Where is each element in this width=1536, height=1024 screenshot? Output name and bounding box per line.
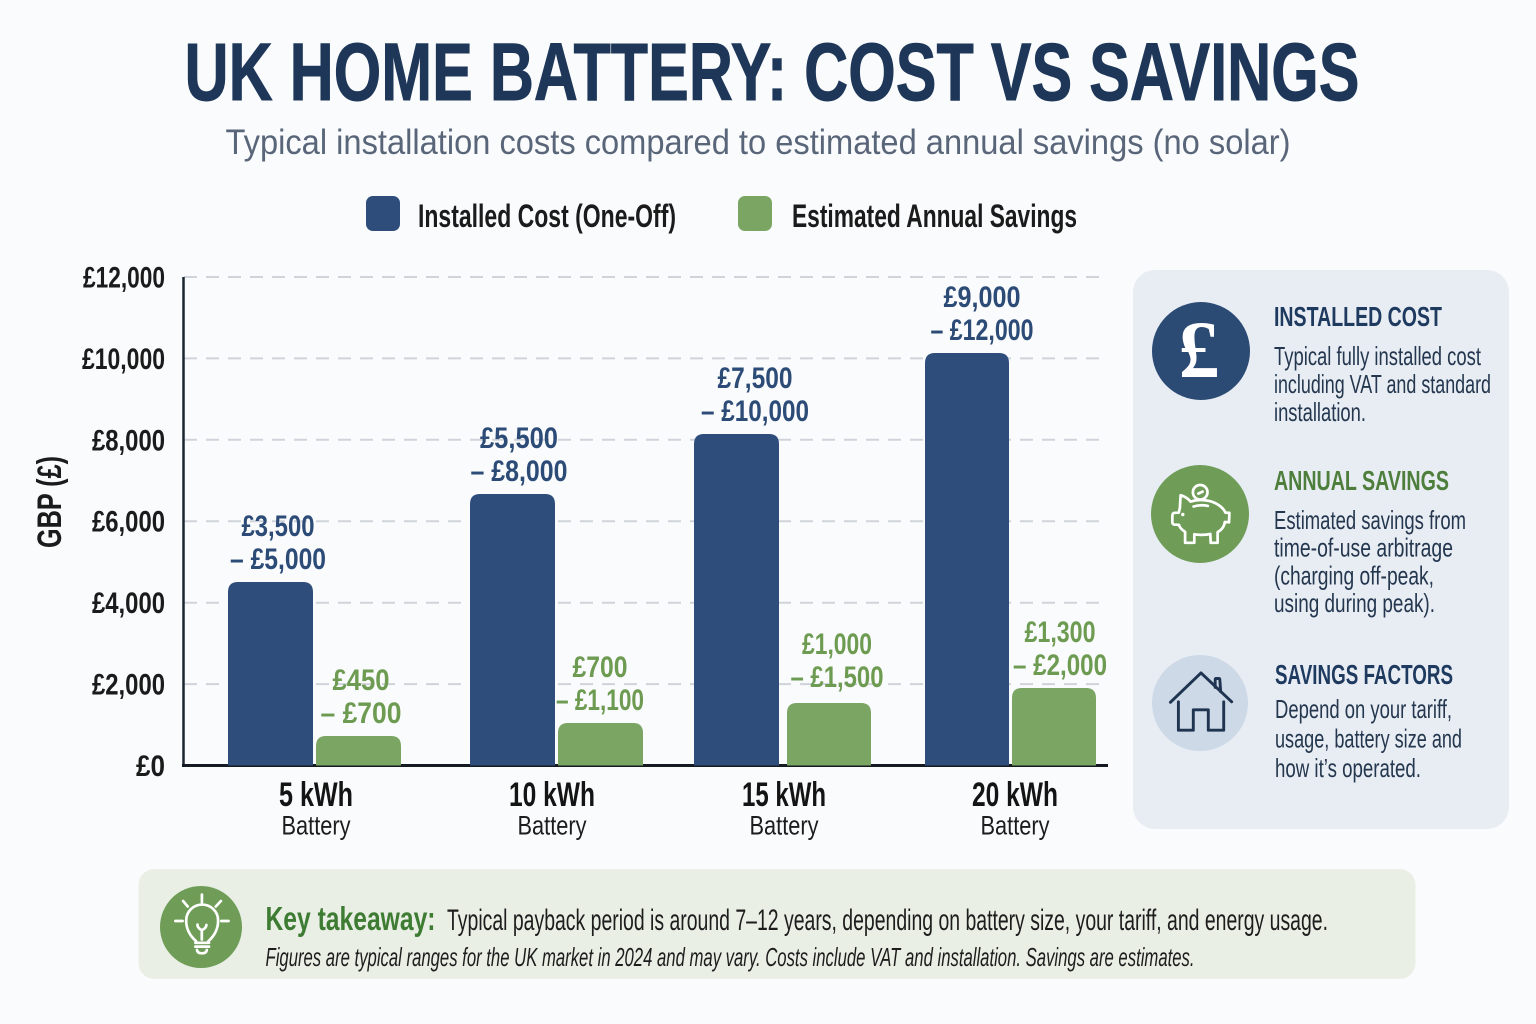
svg-text:– £12,000: – £12,000 bbox=[931, 314, 1034, 347]
svg-text:£7,500: £7,500 bbox=[718, 362, 793, 395]
svg-text:SAVINGS FACTORS: SAVINGS FACTORS bbox=[1275, 659, 1453, 690]
svg-text:Depend on your tariff,: Depend on your tariff, bbox=[1275, 694, 1452, 724]
svg-text:Typical installation costs com: Typical installation costs compared to e… bbox=[226, 122, 1291, 162]
svg-text:Estimated savings from: Estimated savings from bbox=[1274, 505, 1466, 535]
svg-text:Installed Cost (One-Off): Installed Cost (One-Off) bbox=[418, 198, 676, 234]
svg-text:using during peak).: using during peak). bbox=[1274, 588, 1435, 618]
svg-text:time-of-use arbitrage: time-of-use arbitrage bbox=[1274, 533, 1453, 563]
svg-text:Typical fully installed cost: Typical fully installed cost bbox=[1274, 341, 1482, 371]
svg-text:Key takeaway:: Key takeaway: bbox=[266, 900, 436, 937]
svg-text:£: £ bbox=[1179, 304, 1220, 395]
svg-text:£0: £0 bbox=[136, 750, 165, 783]
svg-text:INSTALLED COST: INSTALLED COST bbox=[1274, 301, 1442, 332]
svg-text:£6,000: £6,000 bbox=[92, 506, 165, 539]
svg-text:£10,000: £10,000 bbox=[82, 343, 165, 376]
svg-text:Battery: Battery bbox=[981, 811, 1050, 841]
svg-text:– £2,000: – £2,000 bbox=[1013, 649, 1107, 682]
svg-text:installation.: installation. bbox=[1274, 397, 1366, 427]
svg-text:– £1,500: – £1,500 bbox=[791, 661, 884, 694]
svg-text:5 kWh: 5 kWh bbox=[279, 776, 353, 814]
svg-text:£1,000: £1,000 bbox=[802, 628, 872, 661]
svg-text:including VAT and standard: including VAT and standard bbox=[1274, 369, 1491, 399]
svg-text:Battery: Battery bbox=[282, 811, 351, 841]
svg-text:Typical payback period is arou: Typical payback period is around 7–12 ye… bbox=[447, 904, 1328, 937]
svg-text:Battery: Battery bbox=[518, 811, 587, 841]
svg-text:how it’s operated.: how it’s operated. bbox=[1275, 753, 1421, 783]
svg-text:15 kWh: 15 kWh bbox=[742, 776, 826, 814]
svg-text:– £5,000: – £5,000 bbox=[230, 543, 326, 576]
svg-text:20 kWh: 20 kWh bbox=[972, 776, 1058, 814]
svg-text:– £1,100: – £1,100 bbox=[556, 684, 644, 717]
svg-text:ANNUAL SAVINGS: ANNUAL SAVINGS bbox=[1274, 465, 1449, 496]
svg-text:usage, battery size and: usage, battery size and bbox=[1275, 724, 1462, 754]
svg-text:UK HOME BATTERY: COST VS SAVIN: UK HOME BATTERY: COST VS SAVINGS bbox=[185, 27, 1360, 118]
svg-text:£3,500: £3,500 bbox=[242, 510, 315, 543]
svg-text:Figures are typical ranges for: Figures are typical ranges for the UK ma… bbox=[266, 942, 1195, 972]
svg-text:£12,000: £12,000 bbox=[83, 262, 165, 295]
svg-text:£700: £700 bbox=[573, 651, 628, 684]
svg-text:£8,000: £8,000 bbox=[92, 424, 165, 457]
svg-text:– £700: – £700 bbox=[321, 697, 402, 730]
svg-text:£4,000: £4,000 bbox=[92, 587, 165, 620]
svg-text:£5,500: £5,500 bbox=[480, 422, 558, 455]
svg-text:Battery: Battery bbox=[750, 811, 819, 841]
svg-text:(charging off-peak,: (charging off-peak, bbox=[1274, 560, 1434, 590]
svg-text:£9,000: £9,000 bbox=[944, 281, 1021, 314]
svg-text:£2,000: £2,000 bbox=[92, 669, 165, 702]
svg-text:– £10,000: – £10,000 bbox=[701, 395, 809, 428]
svg-text:Estimated Annual Savings: Estimated Annual Savings bbox=[792, 198, 1077, 234]
svg-text:£1,300: £1,300 bbox=[1025, 616, 1096, 649]
svg-text:10 kWh: 10 kWh bbox=[509, 776, 595, 814]
svg-text:– £8,000: – £8,000 bbox=[471, 455, 568, 488]
svg-text:£450: £450 bbox=[333, 664, 390, 697]
svg-text:GBP (£): GBP (£) bbox=[31, 456, 69, 548]
